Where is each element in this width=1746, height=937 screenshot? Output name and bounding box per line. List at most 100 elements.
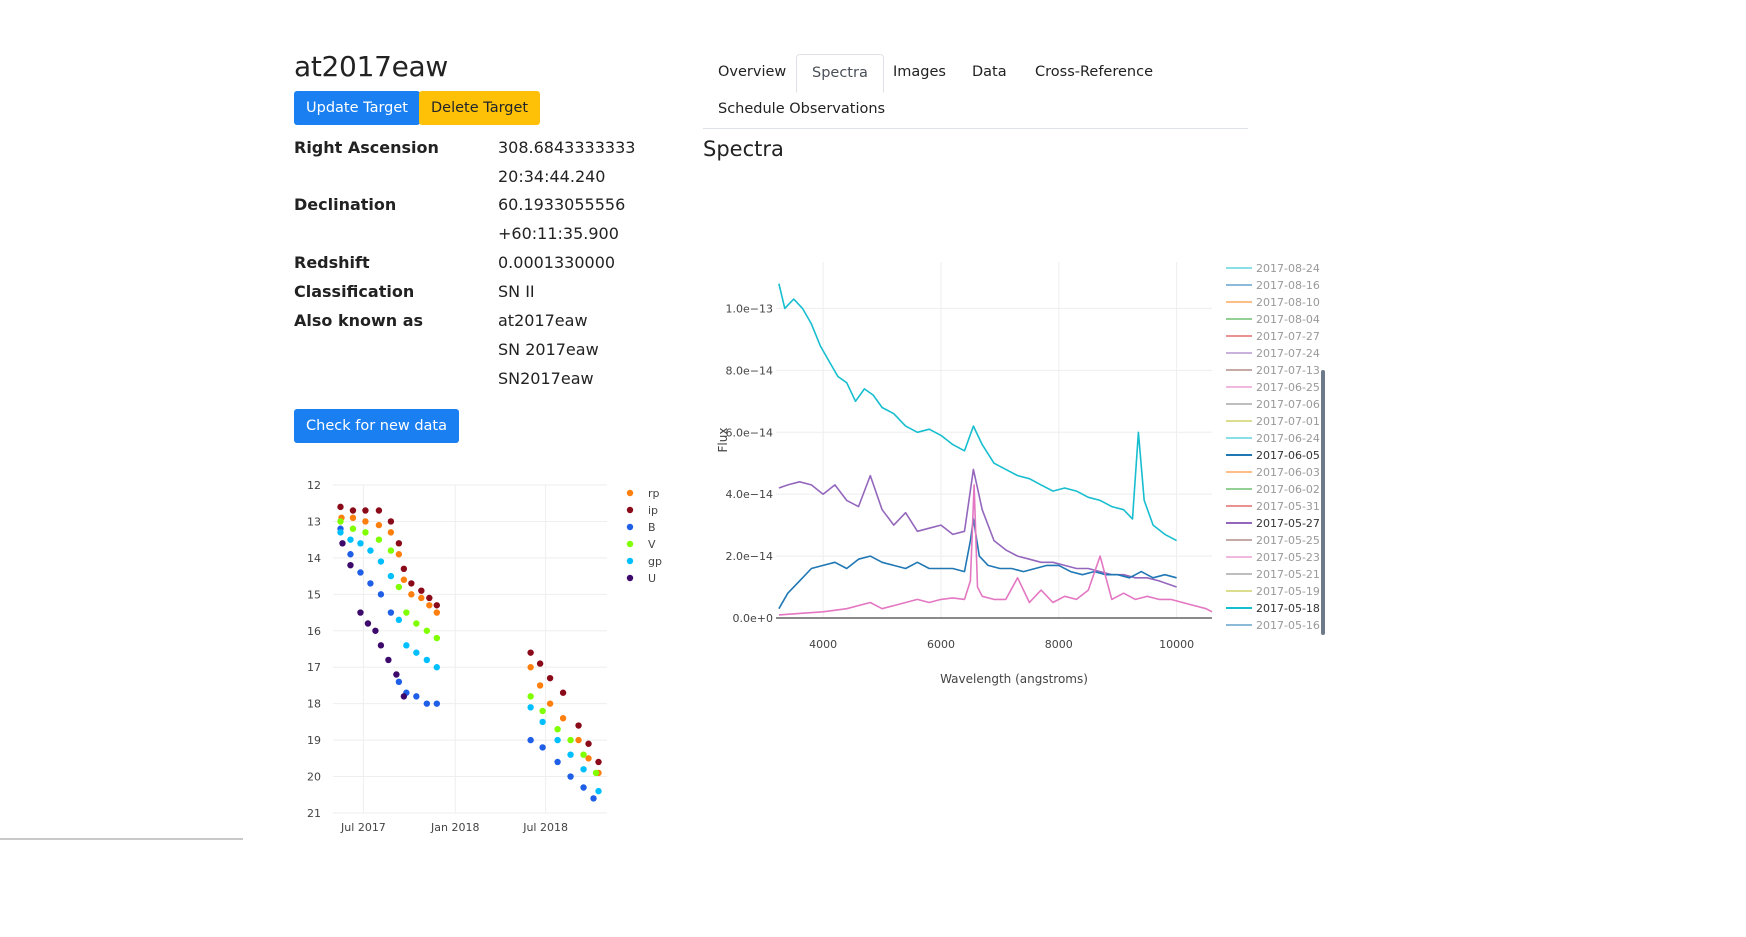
photometry-point-rp — [375, 521, 383, 529]
spectrum-line — [778, 518, 1177, 610]
photometry-point-U — [339, 540, 346, 547]
spectra-legend-label: 2017-06-24 — [1256, 432, 1320, 445]
tab-cross-reference[interactable]: Cross-Reference — [1035, 64, 1153, 80]
update-target-button[interactable]: Update Target — [294, 91, 420, 125]
classification-value: SN II — [498, 282, 535, 301]
photometry-point-gp — [367, 547, 374, 554]
photometry-point-rp — [400, 576, 408, 583]
photometry-point-V — [349, 525, 357, 532]
photometry-point-B — [387, 609, 395, 616]
photometry-point-gp — [357, 540, 364, 547]
photometry-point-rp — [559, 715, 567, 722]
spectra-legend-label: 2017-06-05 — [1256, 449, 1320, 462]
photometry-legend-marker — [626, 506, 634, 514]
photometry-point-ip — [408, 580, 415, 587]
spectra-x-tick-label: 8000 — [1045, 638, 1073, 651]
tab-schedule-observations[interactable]: Schedule Observations — [718, 101, 886, 117]
photometry-point-gp — [567, 751, 574, 758]
legend-scrollbar[interactable] — [1321, 370, 1325, 635]
photometry-chart[interactable]: 12 13 14 15 16 17 18 19 20 21 Jul 2017 Jan 2018 Jul … — [290, 470, 690, 845]
dec-degrees: 60.1933055556 — [498, 195, 626, 214]
photometry-point-B — [377, 591, 385, 598]
photometry-point-B — [554, 758, 561, 766]
check-new-data-button[interactable]: Check for new data — [294, 409, 459, 443]
horizontal-scrollbar[interactable] — [0, 838, 243, 840]
photometry-point-U — [385, 656, 392, 664]
spectra-legend-label: 2017-05-23 — [1256, 551, 1320, 564]
photometry-legend-marker — [626, 489, 634, 497]
tab-images[interactable]: Images — [893, 64, 946, 80]
spectra-legend-label: 2017-07-01 — [1256, 415, 1320, 428]
tab-spectra[interactable]: Spectra — [796, 54, 884, 93]
spectra-y-tick-label: 6.0e−14 — [726, 426, 773, 439]
photometry-point-U — [372, 627, 379, 634]
photometry-point-ip — [433, 602, 441, 609]
spectra-legend-label: 2017-05-25 — [1256, 534, 1320, 547]
photometry-point-U — [377, 642, 385, 649]
photometry-point-V — [423, 627, 431, 634]
photometry-x-tick-label: Jul 2017 — [340, 821, 386, 834]
photometry-point-ip — [595, 758, 602, 766]
photometry-point-B — [395, 678, 403, 685]
classification-label: Classification — [294, 282, 415, 301]
spectra-y-tick-label: 4.0e−14 — [726, 488, 773, 501]
photometry-y-tick-label: 18 — [307, 698, 321, 711]
photometry-point-ip — [559, 689, 567, 696]
delete-target-button[interactable]: Delete Target — [419, 91, 541, 125]
tab-data[interactable]: Data — [972, 64, 1007, 80]
photometry-point-V — [580, 751, 587, 758]
photometry-point-V — [395, 583, 403, 591]
photometry-point-ip — [400, 565, 408, 573]
photometry-point-rp — [536, 682, 544, 689]
spectra-title: Spectra — [703, 137, 784, 161]
photometry-point-rp — [585, 755, 592, 762]
photometry-point-rp — [418, 594, 425, 602]
photometry-point-B — [590, 795, 597, 802]
photometry-point-B — [433, 700, 441, 707]
spectra-legend-label: 2017-08-24 — [1256, 262, 1320, 275]
spectrum-line — [778, 484, 1213, 616]
photometry-point-rp — [575, 736, 582, 744]
photometry-point-ip — [527, 649, 534, 656]
photometry-point-rp — [433, 609, 441, 616]
photometry-point-ip — [349, 507, 357, 514]
photometry-point-rp — [362, 518, 369, 525]
photometry-x-tick-label: Jul 2018 — [522, 821, 568, 834]
photometry-y-tick-label: 16 — [307, 625, 321, 638]
photometry-y-tick-label: 19 — [307, 734, 321, 747]
spectra-y-axis-title: Flux — [716, 428, 730, 453]
tab-overview[interactable]: Overview — [718, 64, 787, 80]
photometry-point-V — [387, 547, 395, 554]
spectra-legend-label: 2017-08-16 — [1256, 279, 1320, 292]
photometry-y-tick-label: 17 — [307, 661, 321, 674]
spectra-y-tick-label: 1.0e−13 — [726, 302, 773, 315]
spectra-legend-label: 2017-05-18 — [1256, 602, 1320, 615]
spectra-x-axis-title: Wavelength (angstroms) — [940, 672, 1088, 686]
alias-item: SN 2017eaw — [498, 340, 599, 359]
alias-item: at2017eaw — [498, 311, 588, 330]
photometry-point-ip — [575, 722, 582, 729]
spectra-chart[interactable]: 4000 6000 8000 10000 0.0e+0 2.0e−14 4.0e−14 6.0… — [700, 250, 1340, 700]
photometry-point-ip — [387, 518, 395, 525]
photometry-legend-label: gp — [648, 555, 662, 568]
photometry-y-tick-label: 21 — [307, 807, 321, 820]
photometry-point-gp — [423, 656, 431, 664]
photometry-point-gp — [595, 787, 602, 795]
spectrum-line — [778, 283, 1177, 542]
spectra-legend-label: 2017-07-06 — [1256, 398, 1320, 411]
photometry-point-U — [400, 693, 408, 700]
photometry-point-ip — [337, 503, 344, 511]
spectra-y-tick-label: 8.0e−14 — [726, 364, 773, 377]
spectra-legend-label: 2017-05-21 — [1256, 568, 1320, 581]
alias-item: SN2017eaw — [498, 369, 594, 388]
photometry-point-B — [347, 551, 354, 558]
spectra-legend-label: 2017-05-31 — [1256, 500, 1320, 513]
photometry-point-ip — [362, 507, 369, 514]
photometry-y-tick-label: 20 — [307, 771, 321, 784]
photometry-point-B — [367, 580, 374, 587]
ra-sexagesimal: 20:34:44.240 — [498, 167, 606, 186]
photometry-point-U — [347, 561, 354, 569]
photometry-point-gp — [403, 642, 410, 649]
spectra-x-tick-label: 4000 — [809, 638, 837, 651]
photometry-point-V — [337, 518, 344, 525]
